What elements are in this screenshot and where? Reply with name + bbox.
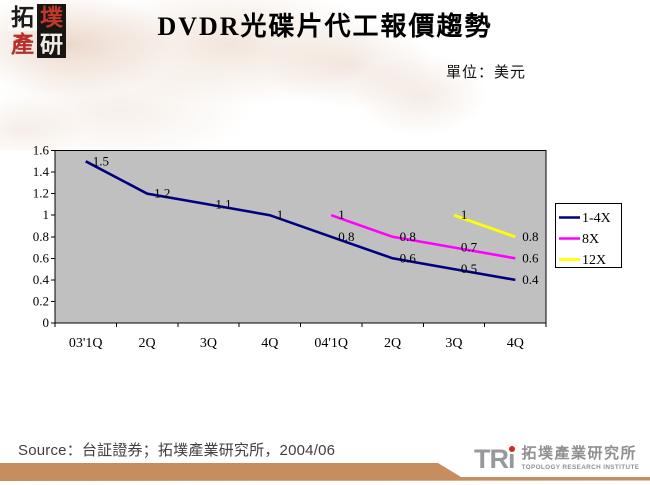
source-note: Source：台証證券；拓墣產業研究所，2004/06 [18, 442, 336, 459]
y-tick-label: 0.4 [33, 272, 50, 287]
data-label: 0.8 [338, 229, 354, 244]
data-label: 1 [338, 207, 345, 222]
data-labels-12x: 1 0.8 [461, 207, 539, 244]
data-label: 0.7 [461, 240, 478, 255]
y-tick-label: 1.6 [33, 143, 50, 158]
red-dot-icon [508, 446, 515, 452]
data-labels-1-4x: 1.5 1.2 1.1 1 0.8 0.6 0.5 0.4 [93, 153, 539, 287]
plot-area [54, 150, 547, 324]
x-cat-label: 3Q [200, 336, 217, 351]
data-labels-8x: 1 0.8 0.7 0.6 [338, 207, 539, 265]
legend-label: 12X [582, 253, 606, 268]
series-line-8x [330, 213, 516, 260]
seal-char: 研 [37, 31, 66, 58]
data-label: 0.6 [400, 250, 417, 265]
data-label: 1.5 [93, 153, 109, 168]
legend-box [555, 203, 622, 268]
seal-char: 墣 [37, 4, 66, 31]
footer-accent-bar [0, 463, 650, 481]
y-tick-label: 0.2 [33, 293, 49, 308]
x-cat-label: 4Q [261, 336, 278, 351]
tri-logo-names: 拓墣產業研究所 TOPOLOGY RESEARCH INSTITUTE [522, 446, 640, 471]
series-line-12x [453, 213, 516, 239]
tri-seal-logo: 拓 墣 產 研 [8, 4, 66, 58]
y-tick-label: 0 [43, 315, 50, 330]
series-line-1-4x [85, 160, 516, 282]
y-tick-label: 1 [43, 207, 50, 222]
tri-name-cjk: 拓墣產業研究所 [521, 446, 638, 462]
unit-label: 單位：美元 [446, 65, 527, 81]
slide-title: DVDR光碟片代工報價趨勢 [157, 12, 493, 41]
tri-footer-logo: TRi 拓墣產業研究所 TOPOLOGY RESEARCH INSTITUTE [474, 446, 639, 473]
y-tick-label: 1.4 [33, 164, 50, 179]
seal-char: 拓 [8, 4, 37, 31]
y-axis-labels: 0 0.2 0.4 0.6 0.8 1 1.2 1.4 1.6 [33, 143, 50, 331]
data-label: 1 [277, 207, 284, 222]
y-tick-label: 0.6 [33, 250, 50, 265]
data-label: 0.4 [522, 272, 539, 287]
data-label: 1.1 [215, 196, 231, 211]
data-label: 0.6 [522, 250, 539, 265]
x-cat-label: 2Q [139, 336, 156, 351]
y-tick-label: 1.2 [33, 186, 49, 201]
data-label: 0.8 [522, 229, 538, 244]
x-cat-label: 3Q [445, 336, 462, 351]
legend-label: 8X [582, 232, 599, 247]
data-label: 0.5 [461, 261, 477, 276]
legend-label: 1-4X [582, 211, 611, 226]
x-axis-ticks [54, 323, 547, 327]
x-axis-labels: 03'1Q 2Q 3Q 4Q 04'1Q 2Q 3Q 4Q [69, 336, 524, 351]
x-cat-label: 2Q [384, 336, 401, 351]
data-label: 1.2 [154, 186, 170, 201]
y-axis-ticks [51, 150, 55, 324]
data-label: 0.8 [400, 229, 416, 244]
x-cat-label: 04'1Q [314, 336, 348, 351]
chart-legend: 1-4X 8X 12X [555, 203, 622, 268]
x-cat-label: 4Q [507, 336, 524, 351]
x-cat-label: 03'1Q [69, 336, 103, 351]
seal-char: 產 [11, 32, 34, 57]
data-label: 1 [461, 207, 468, 222]
tri-name-en: TOPOLOGY RESEARCH INSTITUTE [521, 463, 640, 471]
y-tick-label: 0.8 [33, 229, 49, 244]
